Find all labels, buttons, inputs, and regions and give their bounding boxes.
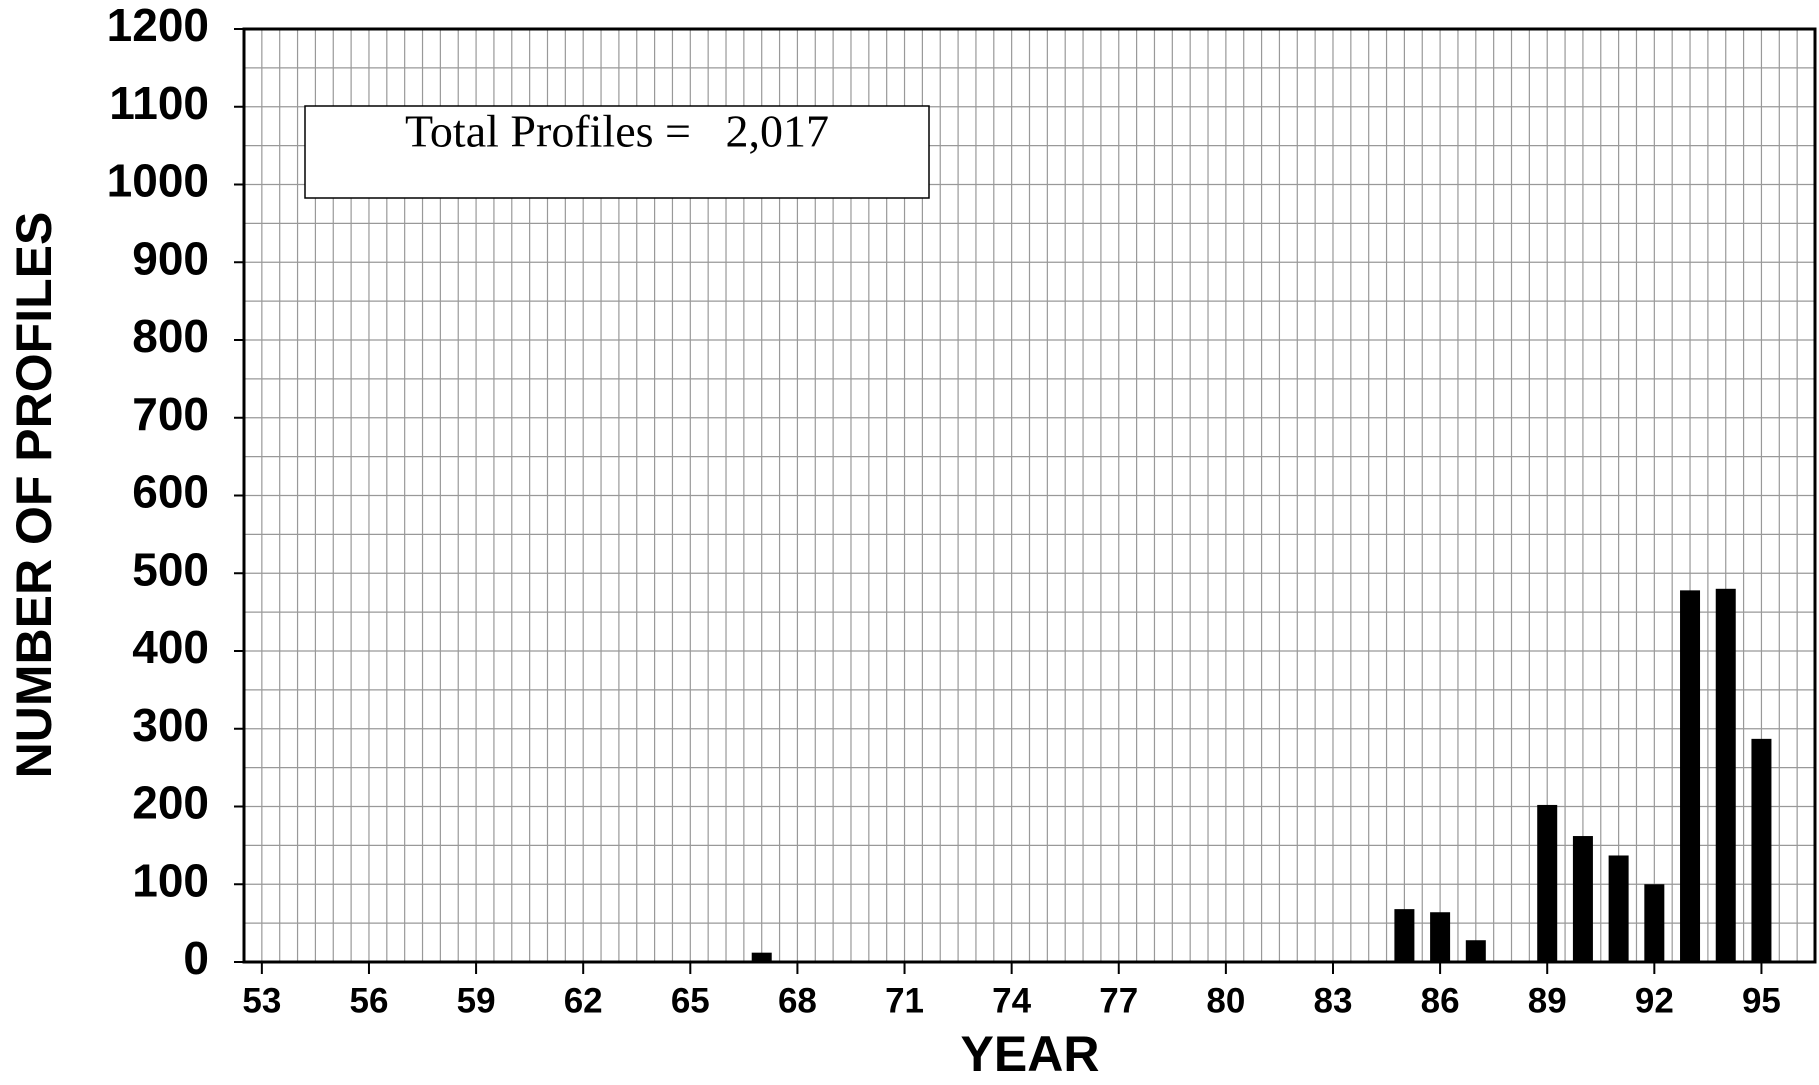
y-tick-label: 1200: [107, 0, 209, 51]
y-tick-label: 600: [132, 466, 209, 518]
x-tick-label: 68: [778, 981, 817, 1020]
y-tick-label: 800: [132, 310, 209, 362]
y-tick-label: 400: [132, 621, 209, 673]
bar: [1394, 909, 1415, 962]
bar: [1715, 588, 1736, 962]
x-tick-label: 53: [242, 981, 281, 1020]
y-axis-label: NUMBER OF PROFILES: [6, 212, 62, 779]
y-tick-label: 200: [132, 777, 209, 829]
bar: [1430, 912, 1451, 962]
y-tick-label: 1100: [109, 77, 209, 129]
x-tick-label: 77: [1099, 981, 1138, 1020]
bar: [1537, 804, 1558, 962]
bar: [1465, 940, 1486, 962]
bar: [1644, 884, 1665, 962]
y-tick-label: 700: [132, 388, 209, 440]
x-axis-label: YEAR: [961, 1026, 1100, 1082]
x-tick-label: 95: [1742, 981, 1781, 1020]
bar: [751, 952, 772, 962]
x-tick-label: 65: [671, 981, 710, 1020]
x-tick-label: 59: [457, 981, 496, 1020]
annotation-box: [304, 105, 930, 199]
x-tick-label: 71: [885, 981, 924, 1020]
x-tick-label: 74: [992, 981, 1031, 1020]
x-tick-label: 86: [1421, 981, 1460, 1020]
annotation: Total Profiles = 2,017: [405, 106, 829, 157]
bar: [1572, 836, 1593, 962]
y-tick-label: 500: [132, 543, 209, 595]
y-tick-label: 0: [183, 932, 209, 984]
x-tick-label: 83: [1314, 981, 1353, 1020]
x-tick-label: 89: [1528, 981, 1567, 1020]
bar: [1608, 855, 1629, 962]
x-tick-label: 80: [1206, 981, 1245, 1020]
x-tick-label: 62: [564, 981, 603, 1020]
x-tick-label: 56: [349, 981, 388, 1020]
bar: [1680, 590, 1701, 962]
x-tick-label: 92: [1635, 981, 1674, 1020]
y-tick-label: 1000: [107, 155, 209, 207]
bar: [1751, 738, 1772, 962]
y-tick-label: 900: [132, 232, 209, 284]
y-tick-label: 300: [132, 699, 209, 751]
y-tick-label: 100: [132, 854, 209, 906]
